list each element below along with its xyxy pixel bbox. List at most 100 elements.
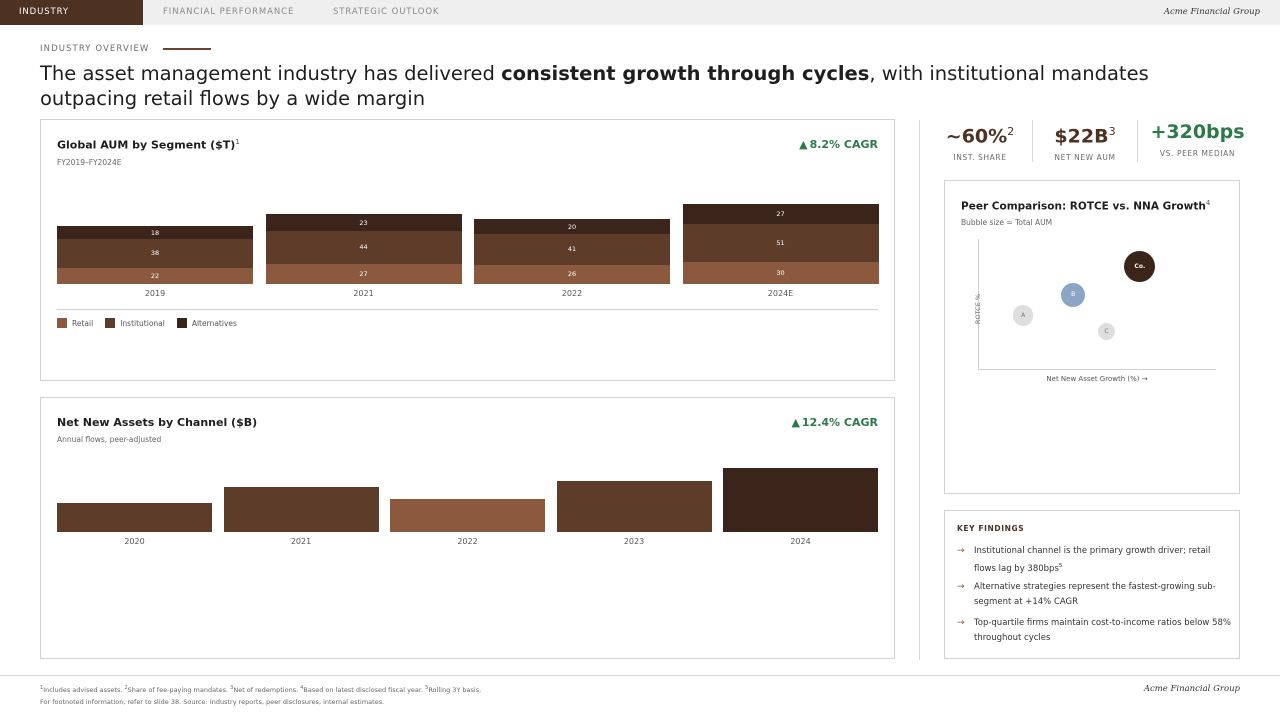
nna-x-tick-label: 2020 xyxy=(124,537,145,546)
aum-x-tick-label: 2019 xyxy=(144,289,166,298)
kpi-separator xyxy=(1032,120,1033,162)
aum-bar-segment: 38 xyxy=(57,239,253,268)
peer-title-footnote: 4 xyxy=(1205,199,1211,207)
aum-bar-segment: 44 xyxy=(265,231,462,264)
aum-cagr-badge: ▲ 8.2% CAGR xyxy=(799,138,878,151)
aum-title-text: Global AUM by Segment ($T) xyxy=(57,138,236,152)
top-nav: INDUSTRY OVERVIEW FINANCIAL PERFORMANCE … xyxy=(0,0,1280,42)
scatter-y-axis xyxy=(978,239,979,369)
kpi-inst-share-value: ~60%2 xyxy=(940,118,1020,150)
nna-chart-title: Net New Assets by Channel ($B) xyxy=(57,416,258,429)
headline-part1: The asset management industry has delive… xyxy=(40,62,502,85)
aum-bar-segment: 41 xyxy=(474,234,670,265)
aum-bar-segment: 18 xyxy=(57,225,253,240)
nna-bar xyxy=(556,481,712,532)
aum-bar-segment: 20 xyxy=(474,219,670,235)
aum-chart-title: Global AUM by Segment ($T)1 xyxy=(57,138,240,152)
nna-x-tick-label: 2024 xyxy=(790,537,811,546)
tab-strategic-outlook[interactable]: STRATEGIC OUTLOOK xyxy=(333,7,440,17)
kpi-vs-peer-value: +320bps xyxy=(1145,118,1250,146)
aum-chart-subtitle: FY2019–FY2024E xyxy=(57,158,122,167)
footnote-1-marker: 1 xyxy=(40,685,44,691)
finding-1-body: Institutional channel is the primary gro… xyxy=(974,546,1211,574)
finding-item: → Institutional channel is the primary gr… xyxy=(957,544,1233,577)
finding-item: → Top-quartile firms maintain cost-to-inc… xyxy=(957,616,1233,646)
aum-legend-divider xyxy=(57,309,878,310)
footer-rule xyxy=(0,675,1280,676)
footnote-2-text: Share of fee-paying mandates. xyxy=(127,686,231,695)
aum-bar-segment: 23 xyxy=(265,213,462,232)
legend-label-retail: Retail xyxy=(72,318,94,328)
scatter-x-axis xyxy=(978,369,1216,370)
footnotes-line-2: For footnoted information, refer to slid… xyxy=(40,698,385,706)
aum-title-footnote: 1 xyxy=(235,138,240,146)
footnote-1-text: Includes advised assets. xyxy=(43,686,125,695)
finding-text-1: Institutional channel is the primary gro… xyxy=(974,544,1233,577)
peer-title-text: Peer Comparison: ROTCE vs. NNA Growth xyxy=(961,200,1206,213)
aum-bar-segment: 27 xyxy=(265,263,462,284)
aum-cagr-text: 8.2% CAGR xyxy=(809,138,878,151)
nna-x-tick-label: 2021 xyxy=(290,537,312,546)
section-rule xyxy=(163,48,211,50)
column-divider xyxy=(919,120,920,660)
tab-financial-performance[interactable]: FINANCIAL PERFORMANCE xyxy=(163,7,295,17)
finding-1-footnote: 5 xyxy=(1058,563,1063,569)
scatter-plot: A B C Co. xyxy=(978,239,1216,369)
tab-industry-overview[interactable]: INDUSTRY OVERVIEW xyxy=(0,0,143,42)
page-headline: The asset management industry has delive… xyxy=(40,61,1240,111)
aum-bar-segment: 51 xyxy=(682,223,879,262)
kpi-inst-share-label: INST. SHARE xyxy=(953,153,1007,163)
finding-item: → Alternative strategies represent the fa… xyxy=(957,580,1233,610)
nna-cagr-badge: ▲ 12.4% CAGR xyxy=(791,416,878,429)
kpi-net-new-aum-label: NET NEW AUM xyxy=(1054,153,1116,163)
scatter-bubble: Co. xyxy=(1124,250,1156,282)
arrow-right-icon: → xyxy=(957,546,965,556)
footnote-3-text: Net of redemptions. xyxy=(233,686,301,695)
triangle-up-icon: ▲ xyxy=(791,416,800,429)
kpi-vs-peer-number: +320bps xyxy=(1150,121,1245,143)
footnote-5-text: Rolling 3Y basis. xyxy=(428,686,482,695)
peer-chart-title: Peer Comparison: ROTCE vs. NNA Growth4 xyxy=(961,199,1210,213)
nna-bar xyxy=(390,499,545,532)
peer-chart-subtitle: Bubble size = Total AUM xyxy=(961,218,1053,227)
scatter-bubble: C xyxy=(1098,322,1116,340)
legend-item-institutional: Institutional xyxy=(105,318,165,328)
legend-item-alternatives: Alternatives xyxy=(176,318,237,328)
kpi-vs-peer-label: VS. PEER MEDIAN xyxy=(1159,149,1236,158)
kpi-net-new-aum-value: $22B3 xyxy=(1045,118,1125,150)
aum-bar-segment: 30 xyxy=(682,261,879,284)
footnote-2-marker: 2 xyxy=(124,685,128,691)
nna-bar xyxy=(723,468,878,532)
kpi-inst-share: ~60%2 INST. SHARE xyxy=(940,118,1020,162)
aum-bar-segment: 26 xyxy=(474,264,670,284)
kpi-inst-share-number: ~60% xyxy=(945,125,1008,148)
nna-x-tick-label: 2023 xyxy=(623,537,645,546)
nna-bar xyxy=(223,487,379,532)
kpi-separator xyxy=(1137,120,1138,162)
scatter-bubble: B xyxy=(1061,282,1086,307)
footer-brand: Acme Financial Group xyxy=(1143,684,1240,694)
footnote-3-marker: 3 xyxy=(230,685,234,691)
nna-cagr-text: 12.4% CAGR xyxy=(801,416,878,429)
footnote-5-marker: 5 xyxy=(425,685,429,691)
aum-chart-card: Global AUM by Segment ($T)1 FY2019–FY202… xyxy=(40,119,895,381)
kpi-vs-peer: +320bps VS. PEER MEDIAN xyxy=(1145,118,1250,158)
legend-swatch-alternatives xyxy=(176,318,187,328)
aum-bar-segment: 27 xyxy=(682,203,879,224)
finding-text-2: Alternative strategies represent the fas… xyxy=(974,582,1216,607)
nna-chart-subtitle: Annual flows, peer-adjusted xyxy=(57,435,162,444)
triangle-up-icon: ▲ xyxy=(799,138,808,151)
kpi-net-new-aum-footnote: 3 xyxy=(1108,125,1116,138)
key-findings-title: KEY FINDINGS xyxy=(957,524,1025,533)
section-label: INDUSTRY OVERVIEW xyxy=(40,44,150,54)
footnotes-line-1: 1Includes advised assets. 2Share of fee-… xyxy=(40,685,481,694)
legend-item-retail: Retail xyxy=(57,318,93,328)
finding-text-3: Top-quartile firms maintain cost-to-inco… xyxy=(974,618,1231,643)
aum-x-tick-label: 2022 xyxy=(561,289,583,298)
headline-part2: , with institutional mandates outpacing … xyxy=(40,62,1149,110)
legend-label-alternatives: Alternatives xyxy=(191,318,237,328)
peer-comparison-card: Peer Comparison: ROTCE vs. NNA Growth4 B… xyxy=(944,180,1240,494)
aum-legend: Retail Institutional Alternatives xyxy=(57,318,249,328)
nna-bar xyxy=(57,503,212,532)
nna-chart-card: Net New Assets by Channel ($B) Annual fl… xyxy=(40,397,895,659)
